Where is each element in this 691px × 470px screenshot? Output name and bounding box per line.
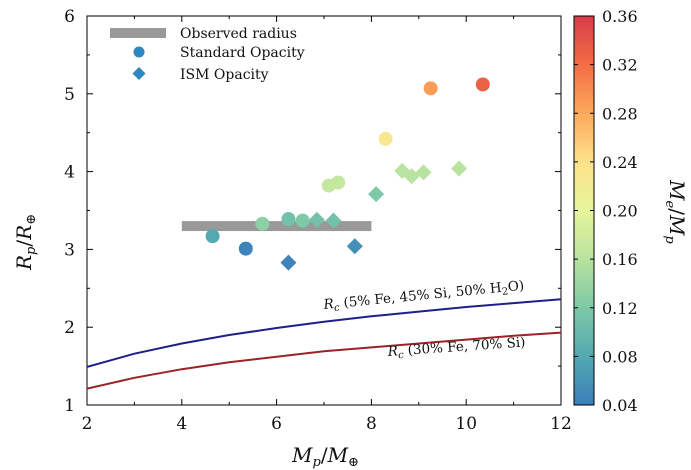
y-tick-label: 4 [64, 163, 75, 183]
ism-opacity-point [325, 212, 342, 229]
standard-opacity-point [281, 212, 296, 227]
y-tick-label: 3 [64, 240, 75, 260]
standard-opacity-point [423, 81, 438, 96]
core-radius-curves [87, 298, 561, 390]
legend-band-swatch [110, 28, 166, 38]
y-tick-label: 1 [64, 396, 75, 416]
colorbar-ticks: 0.04 0.08 0.12 0.16 0.20 0.24 0.28 0.32 0.36 [574, 7, 638, 415]
colorbar-tick-label: 0.28 [602, 104, 638, 123]
standard-opacity-point [255, 216, 270, 231]
legend-label-ism-opacity: ISM Opacity [180, 67, 269, 83]
x-tick-label: 10 [455, 414, 477, 434]
y-tick-label: 2 [64, 318, 75, 338]
ism-opacity-point [415, 164, 432, 181]
standard-opacity-point [295, 213, 310, 228]
standard-opacity-point [475, 77, 490, 92]
x-tick-label: 8 [366, 414, 377, 434]
ism-opacity-point [308, 211, 325, 228]
core-radius-curve-1 [87, 331, 561, 390]
standard-opacity-point [238, 241, 253, 256]
ism-opacity-point [368, 186, 385, 203]
y-axis-title: Rp/R⊕ [12, 214, 39, 271]
colorbar-tick-label: 0.32 [602, 56, 638, 75]
colorbar-tick-label: 0.04 [602, 396, 638, 415]
colorbar-tick-label: 0.24 [602, 153, 638, 172]
observed-radius-band-group [181, 221, 372, 232]
legend-diamond-marker [132, 67, 146, 80]
ism-opacity-point [451, 160, 468, 177]
x-tick-label: 6 [271, 414, 282, 434]
curve-label-water-rich: Rc (5% Fe, 45% Si, 50% H2O) [322, 278, 525, 315]
y-tick-label: 5 [64, 85, 75, 105]
y-tick-label: 6 [64, 7, 75, 27]
x-axis-title: Mp/M⊕ [291, 443, 359, 470]
legend: Observed radius Standard Opacity ISM Opa… [110, 26, 305, 83]
x-tick-label: 12 [550, 414, 572, 434]
standard-opacity-point [331, 175, 346, 190]
curve-label-rocky: Rc (30% Fe, 70% Si) [386, 334, 526, 362]
colorbar-tick-label: 0.36 [602, 7, 638, 26]
legend-circle-marker [133, 46, 145, 58]
colorbar-tick-label: 0.12 [602, 299, 638, 318]
colorbar-tick-label: 0.08 [602, 347, 638, 366]
observed-radius-band [181, 221, 372, 232]
colorbar-tick-label: 0.20 [602, 202, 638, 221]
legend-label-observed-radius: Observed radius [180, 26, 297, 42]
data-points [205, 77, 490, 271]
ism-opacity-point [280, 254, 297, 271]
standard-opacity-point [378, 131, 393, 146]
core-radius-curve-0 [87, 298, 561, 368]
standard-opacity-point [205, 229, 220, 244]
x-tick-label: 4 [176, 414, 187, 434]
ism-opacity-point [346, 238, 363, 255]
colorbar-tick-label: 0.16 [602, 250, 638, 269]
x-tick-label: 2 [82, 414, 93, 434]
legend-label-standard-opacity: Standard Opacity [180, 45, 305, 61]
colorbar-title: Me/Mp [662, 179, 689, 244]
